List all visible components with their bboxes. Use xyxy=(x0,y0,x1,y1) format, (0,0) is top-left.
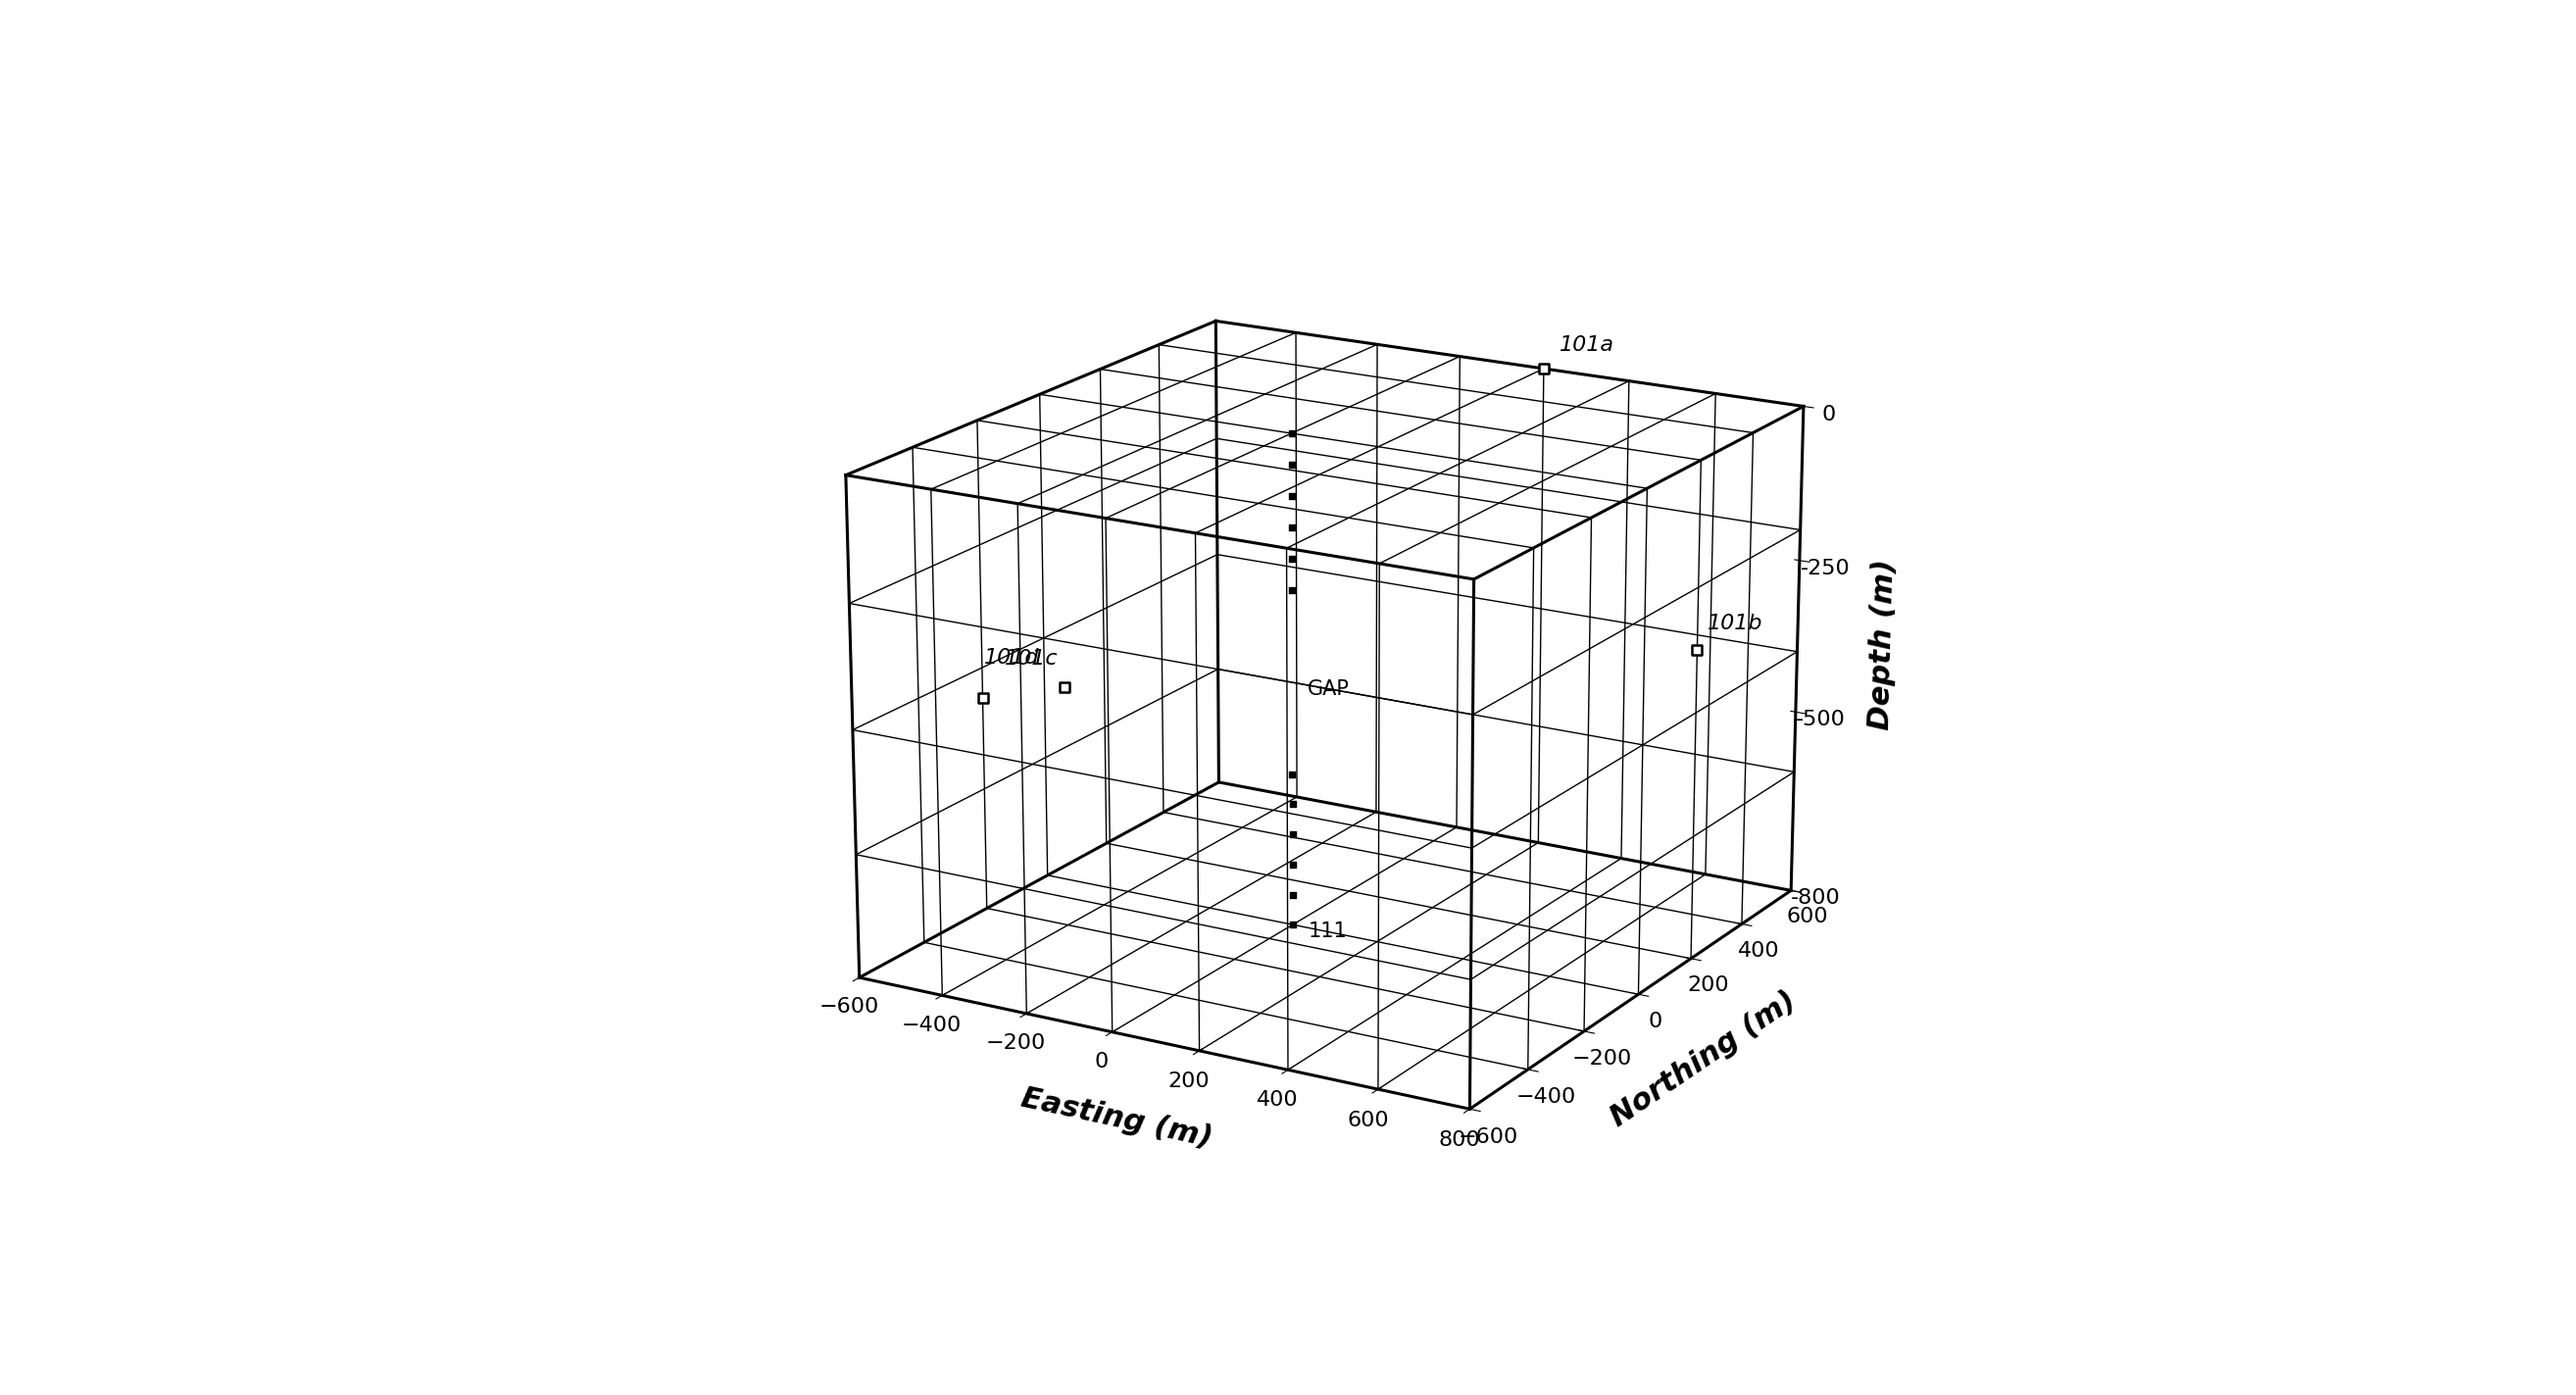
X-axis label: Easting (m): Easting (m) xyxy=(1018,1084,1216,1152)
Y-axis label: Northing (m): Northing (m) xyxy=(1605,986,1801,1133)
